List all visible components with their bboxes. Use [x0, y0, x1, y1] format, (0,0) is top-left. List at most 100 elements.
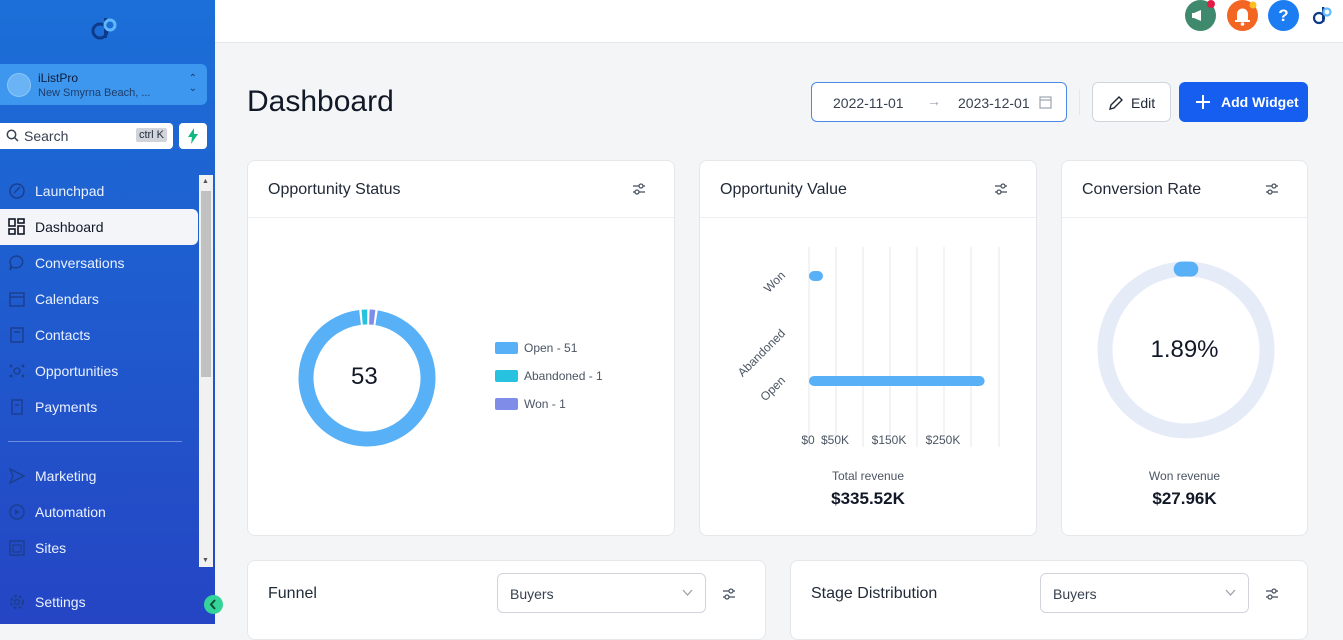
legend-swatch — [495, 342, 518, 354]
topbar: ? — [215, 0, 1343, 43]
card-title: Opportunity Status — [268, 181, 401, 199]
legend-label: Abandoned - 1 — [524, 369, 603, 383]
scrollbar-thumb[interactable] — [201, 191, 211, 377]
opportunities-icon — [8, 362, 26, 380]
sidebar-item-launchpad[interactable]: Launchpad — [0, 173, 198, 209]
sidebar-item-contacts[interactable]: Contacts — [0, 317, 198, 353]
location-address: New Smyrna Beach, ... — [38, 87, 151, 99]
bell-icon — [1227, 0, 1258, 31]
date-range-picker[interactable]: 2022-11-01 → 2023-12-01 — [811, 82, 1067, 122]
x-tick-label: $0 — [801, 433, 815, 447]
sidebar: iListPro New Smyrna Beach, ... ⌃⌄ Search… — [0, 0, 215, 624]
won-revenue-label: Won revenue — [1062, 469, 1307, 483]
x-tick-label: $250K — [926, 433, 961, 447]
chevron-down-icon — [682, 589, 693, 596]
sidebar-item-automation[interactable]: Automation — [0, 494, 198, 530]
chat-icon — [8, 254, 26, 272]
send-icon — [8, 467, 26, 485]
card-title: Stage Distribution — [811, 585, 937, 603]
y-tick-label: Won — [761, 268, 788, 295]
brand-logo[interactable] — [1311, 4, 1333, 26]
filter-settings-icon[interactable] — [994, 182, 1008, 196]
search-icon — [6, 129, 19, 142]
calendar-icon — [8, 290, 26, 308]
won-revenue-value: $27.96K — [1062, 489, 1307, 509]
card-title: Opportunity Value — [720, 181, 847, 199]
main-content: Dashboard 2022-11-01 → 2023-12-01 Edit A… — [215, 43, 1343, 624]
plus-icon — [1195, 94, 1211, 110]
bar-won[interactable] — [809, 271, 823, 281]
legend-swatch — [495, 398, 518, 410]
help-button[interactable]: ? — [1268, 0, 1299, 31]
scroll-up-icon[interactable]: ▲ — [202, 178, 209, 185]
sidebar-divider — [8, 441, 182, 442]
dashboard-icon — [8, 218, 26, 236]
legend-label: Open - 51 — [524, 341, 577, 355]
chevron-down-icon — [1225, 589, 1236, 596]
sidebar-item-payments[interactable]: Payments — [0, 389, 198, 425]
sidebar-item-opportunities[interactable]: Opportunities — [0, 353, 198, 389]
svg-text:?: ? — [1278, 6, 1288, 25]
funnel-pipeline-select[interactable]: Buyers — [497, 573, 706, 613]
opportunity-status-card: Opportunity Status 53 Open - 51 Abandoned… — [247, 160, 675, 536]
help-icon: ? — [1268, 0, 1299, 31]
location-name: iListPro — [38, 71, 78, 85]
scroll-down-icon[interactable]: ▼ — [202, 557, 209, 564]
y-tick-label: Abandoned — [735, 326, 788, 379]
sidebar-item-marketing[interactable]: Marketing — [0, 458, 198, 494]
legend-item[interactable]: Abandoned - 1 — [495, 369, 635, 383]
megaphone-icon — [1185, 0, 1216, 31]
sidebar-item-calendars[interactable]: Calendars — [0, 281, 198, 317]
legend-swatch — [495, 370, 518, 382]
search-shortcut: ctrl K — [136, 128, 167, 142]
conversion-rate-card: Conversion Rate 1.89% Won revenue $27.96… — [1061, 160, 1308, 536]
filter-settings-icon[interactable] — [1265, 587, 1279, 601]
sidebar-item-conversations[interactable]: Conversations — [0, 245, 198, 281]
legend-item[interactable]: Open - 51 — [495, 341, 635, 355]
legend-label: Won - 1 — [524, 397, 566, 411]
sidebar-scrollbar[interactable]: ▲ ▼ — [199, 175, 213, 567]
quick-action-button[interactable] — [179, 123, 207, 149]
sidebar-item-sites[interactable]: Sites — [0, 530, 198, 566]
x-tick-label: $150K — [872, 433, 907, 447]
filter-settings-icon[interactable] — [722, 587, 736, 601]
payments-icon — [8, 398, 26, 416]
sites-icon — [8, 539, 26, 557]
gear-icon — [8, 593, 26, 611]
card-title: Funnel — [268, 585, 317, 603]
legend-item[interactable]: Won - 1 — [495, 397, 635, 411]
bolt-icon — [187, 128, 199, 144]
date-start[interactable]: 2022-11-01 — [833, 95, 904, 111]
card-header: Opportunity Value — [700, 161, 1036, 218]
total-revenue-value: $335.52K — [700, 489, 1036, 509]
date-end[interactable]: 2023-12-01 — [958, 95, 1030, 111]
card-header: Opportunity Status — [248, 161, 674, 218]
contacts-icon — [8, 326, 26, 344]
sidebar-item-dashboard[interactable]: Dashboard — [0, 209, 198, 245]
rocket-icon — [8, 182, 26, 200]
calendar-icon — [1039, 95, 1052, 109]
pencil-icon — [1108, 95, 1124, 111]
stage-pipeline-select[interactable]: Buyers — [1040, 573, 1249, 613]
chevron-updown-icon: ⌃⌄ — [189, 74, 197, 94]
location-switcher[interactable]: iListPro New Smyrna Beach, ... ⌃⌄ — [0, 64, 207, 105]
page-title: Dashboard — [247, 85, 394, 119]
donut-center-total: 53 — [351, 363, 378, 391]
search-placeholder: Search — [24, 128, 68, 144]
toolbar-divider — [1079, 89, 1080, 115]
filter-settings-icon[interactable] — [632, 182, 646, 196]
edit-button[interactable]: Edit — [1092, 82, 1171, 122]
bar-open[interactable] — [809, 376, 985, 386]
total-revenue-label: Total revenue — [700, 469, 1036, 483]
stage-distribution-card: Stage Distribution Buyers — [790, 560, 1308, 640]
filter-settings-icon[interactable] — [1265, 182, 1279, 196]
sidebar-item-settings[interactable]: Settings — [0, 584, 198, 620]
x-tick-label: $50K — [821, 433, 849, 447]
add-widget-button[interactable]: Add Widget — [1179, 82, 1308, 122]
notifications-button[interactable] — [1227, 0, 1258, 31]
arrow-right-icon: → — [927, 93, 941, 109]
announcements-button[interactable] — [1185, 0, 1216, 31]
brand-logo[interactable] — [89, 14, 119, 42]
search-input[interactable]: Search ctrl K — [0, 123, 173, 149]
